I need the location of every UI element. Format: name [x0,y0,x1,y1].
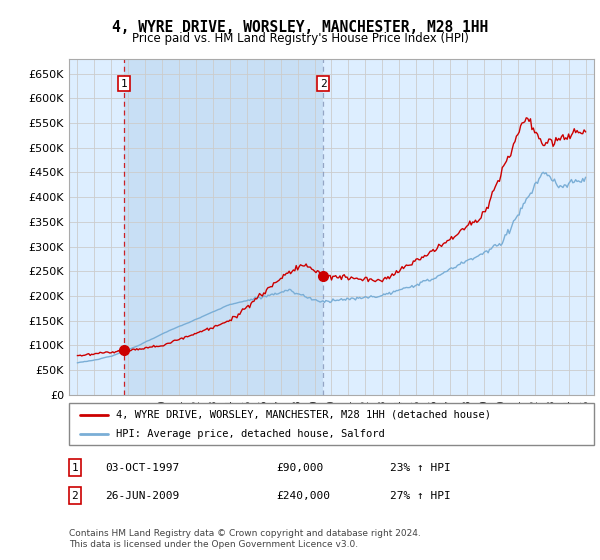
Text: 27% ↑ HPI: 27% ↑ HPI [390,491,451,501]
Text: Price paid vs. HM Land Registry's House Price Index (HPI): Price paid vs. HM Land Registry's House … [131,32,469,45]
Text: 1: 1 [121,78,127,88]
Text: 4, WYRE DRIVE, WORSLEY, MANCHESTER, M28 1HH (detached house): 4, WYRE DRIVE, WORSLEY, MANCHESTER, M28 … [116,410,491,420]
Text: Contains HM Land Registry data © Crown copyright and database right 2024.
This d: Contains HM Land Registry data © Crown c… [69,529,421,549]
Text: 26-JUN-2009: 26-JUN-2009 [105,491,179,501]
Text: £240,000: £240,000 [276,491,330,501]
Bar [124,59,323,395]
Text: 4, WYRE DRIVE, WORSLEY, MANCHESTER, M28 1HH: 4, WYRE DRIVE, WORSLEY, MANCHESTER, M28 … [112,20,488,35]
Text: 03-OCT-1997: 03-OCT-1997 [105,463,179,473]
Text: 1: 1 [71,463,79,473]
Text: HPI: Average price, detached house, Salford: HPI: Average price, detached house, Salf… [116,430,385,439]
Text: £90,000: £90,000 [276,463,323,473]
Text: 2: 2 [320,78,326,88]
Text: 2: 2 [71,491,79,501]
Text: 23% ↑ HPI: 23% ↑ HPI [390,463,451,473]
